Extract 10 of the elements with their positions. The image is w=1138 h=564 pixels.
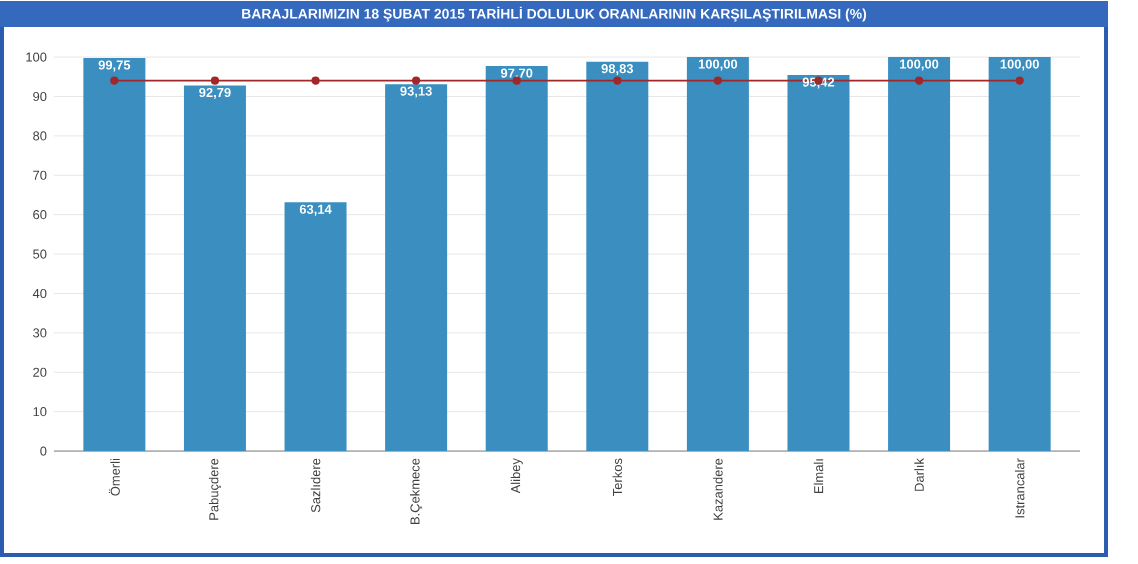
bar [83,58,146,452]
bar [385,84,448,452]
bar [787,75,850,452]
bar [888,57,951,452]
bar [284,202,347,452]
bar [988,57,1051,452]
bar [485,66,548,452]
bar [183,85,246,452]
bar [686,57,749,452]
bar [586,62,649,452]
